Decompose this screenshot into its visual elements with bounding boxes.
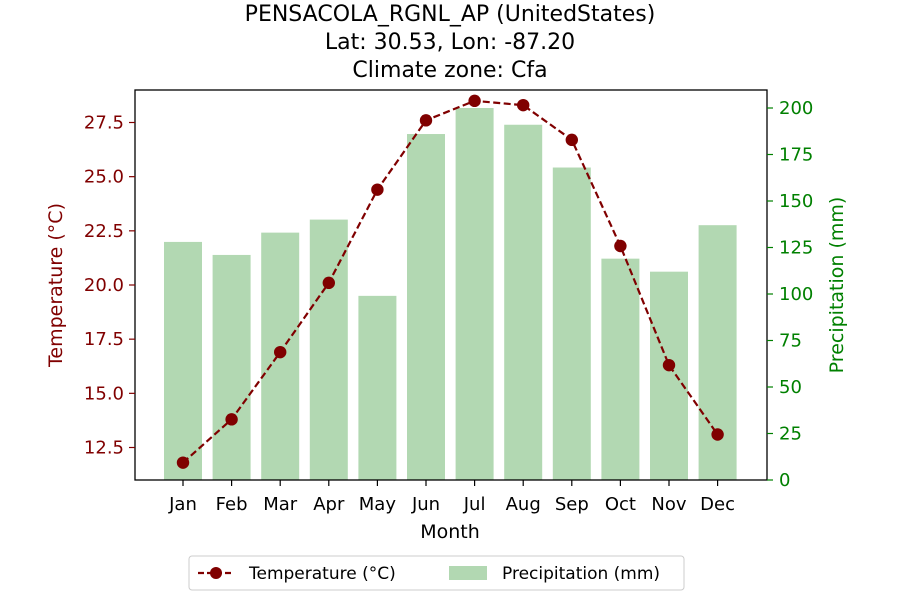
precipitation-bar-sep xyxy=(552,167,591,480)
axes: Jan Feb Mar Apr May Jun Jul Aug Sep Oct Nov Dec 12.5… xyxy=(84,89,813,515)
y-left-tick-label: 12.5 xyxy=(84,438,124,459)
y-axis-label-left: Temperature (°C) xyxy=(45,203,67,368)
y-right-tick-label: 125 xyxy=(779,238,813,259)
y-right-tick-label: 175 xyxy=(779,145,813,166)
y-right-tick-label: 150 xyxy=(779,191,813,212)
title-line-1: PENSACOLA_RGNL_AP (UnitedStates) xyxy=(245,2,656,27)
precipitation-bar-jul xyxy=(455,108,494,480)
y-right-tick-label: 75 xyxy=(779,331,802,352)
x-tick-label-aug: Aug xyxy=(506,494,541,515)
precipitation-bar-jan xyxy=(164,241,202,480)
y-right-tick-label: 100 xyxy=(779,284,813,305)
precipitation-bar-feb xyxy=(212,254,251,480)
temperature-point-jan xyxy=(176,456,190,469)
legend-temperature-marker xyxy=(210,567,222,579)
legend-frame xyxy=(188,555,685,591)
precipitation-bar-apr xyxy=(309,219,348,480)
y-left-tick-label: 25.0 xyxy=(84,167,124,188)
x-tick-label-may: May xyxy=(359,494,397,515)
chart-title: PENSACOLA_RGNL_AP (UnitedStates) Lat: 30… xyxy=(245,2,656,83)
y-left-tick-label: 27.5 xyxy=(84,113,124,134)
temperature-point-oct xyxy=(614,239,627,253)
precipitation-bar-aug xyxy=(504,124,543,481)
y-left-tick-label: 15.0 xyxy=(84,383,124,404)
temperature-point-sep xyxy=(565,133,578,147)
x-tick-label-dec: Dec xyxy=(700,494,735,515)
y-right-tick-label: 25 xyxy=(779,424,802,445)
temperature-point-jun xyxy=(419,114,433,127)
precipitation-bar-jun xyxy=(407,134,445,481)
x-tick-label-sep: Sep xyxy=(555,494,589,515)
x-tick-label-jul: Jul xyxy=(463,494,486,515)
precipitation-bar-oct xyxy=(601,258,640,480)
legend-precipitation-label: Precipitation (mm) xyxy=(502,564,660,584)
y-left-tick-label: 17.5 xyxy=(84,329,124,350)
y-left-tick-label: 22.5 xyxy=(84,221,124,242)
y-right-tick-label: 0 xyxy=(779,470,790,491)
title-line-3: Climate zone: Cfa xyxy=(352,58,547,83)
precipitation-bars xyxy=(164,108,737,481)
x-tick-label-jun: Jun xyxy=(411,494,440,515)
temperature-point-may xyxy=(371,183,384,196)
title-line-2: Lat: 30.53, Lon: -87.20 xyxy=(325,30,575,55)
temperature-point-feb xyxy=(225,413,238,426)
x-tick-label-jan: Jan xyxy=(168,494,197,515)
legend-precipitation-swatch xyxy=(449,566,487,580)
temperature-line xyxy=(176,94,724,469)
temperature-point-dec xyxy=(711,428,724,441)
x-tick-label-feb: Feb xyxy=(216,494,248,515)
y-axis-label-right: Precipitation (mm) xyxy=(826,197,848,374)
temperature-point-jul xyxy=(468,94,481,108)
legend-temperature-label: Temperature (°C) xyxy=(248,564,396,584)
temperature-point-aug xyxy=(517,98,530,112)
precipitation-bar-dec xyxy=(698,225,737,480)
x-tick-label-nov: Nov xyxy=(651,494,686,515)
x-axis-label: Month xyxy=(420,521,480,543)
x-tick-label-mar: Mar xyxy=(263,494,298,515)
precipitation-bar-nov xyxy=(650,271,688,480)
x-tick-label-oct: Oct xyxy=(605,494,636,515)
temperature-point-apr xyxy=(322,276,335,290)
temperature-point-nov xyxy=(662,358,676,372)
precipitation-bar-may xyxy=(358,295,397,480)
legend: Temperature (°C) Precipitation (mm) xyxy=(188,555,685,591)
temperature-point-mar xyxy=(274,345,287,359)
y-right-tick-label: 200 xyxy=(779,98,813,119)
y-right-tick-label: 50 xyxy=(779,377,802,398)
y-left-tick-label: 20.0 xyxy=(84,275,124,296)
x-tick-label-apr: Apr xyxy=(313,494,345,515)
